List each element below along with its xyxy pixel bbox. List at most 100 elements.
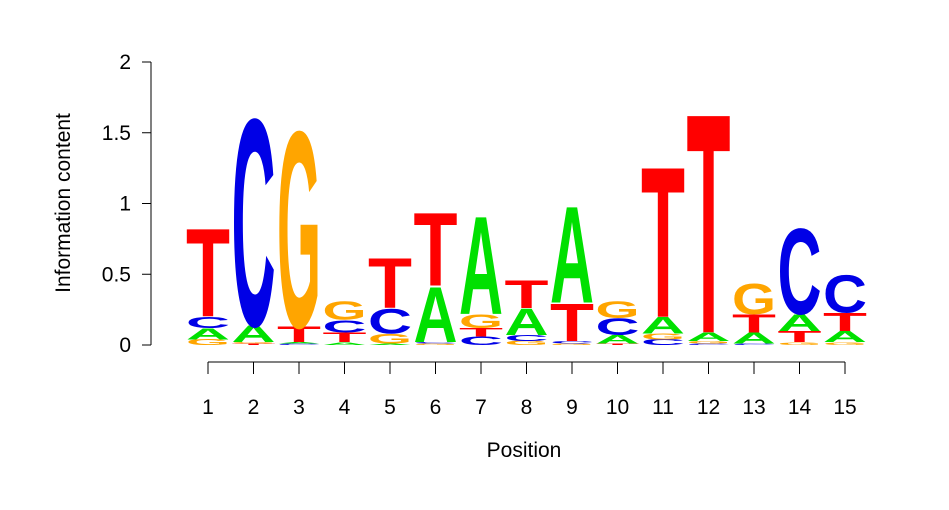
logo-letter-A: A [277, 342, 321, 344]
logo-letter-C: C [641, 338, 685, 347]
logo-letter-T: T [778, 328, 822, 346]
logo-letter-T: T [277, 323, 321, 347]
logo-letter-G: G [641, 332, 685, 341]
logo-letter-G: G [732, 274, 776, 323]
logo-letter-T: T [414, 192, 458, 309]
logo-letter-C: C [778, 202, 822, 340]
x-tick-label: 6 [430, 396, 442, 419]
logo-letter-G: G [277, 73, 321, 386]
x-axis: 1 2 3 4 5 6 7 8 9 10 11 12 13 14 15 [202, 361, 857, 419]
y-tick-label: 0.5 [102, 263, 131, 286]
logo-letter-G: G [186, 338, 230, 347]
x-axis-title: Position [487, 439, 562, 462]
logo-letter-A: A [505, 301, 549, 343]
logo-letter-A: A [232, 321, 276, 348]
y-tick-label: 0 [119, 334, 131, 357]
logo-letter-T: T [459, 326, 503, 339]
logo-letter-C: C [459, 334, 503, 347]
logo-letter-C: C [687, 343, 731, 345]
logo-letter-G: G [687, 340, 731, 344]
logo-letter-T: T [505, 273, 549, 317]
x-tick-label: 12 [697, 396, 720, 419]
logo-letter-C: C [550, 340, 594, 344]
logo-letter-A: A [459, 187, 503, 344]
y-axis-title: Information content [52, 113, 75, 293]
logo-letter-C: C [277, 343, 321, 345]
logo-letter-A: A [323, 342, 367, 346]
y-axis: 0 0.5 1 1.5 2 [102, 51, 152, 357]
logo-letter-G: G [823, 342, 867, 346]
y-tick-label: 2 [119, 51, 131, 74]
logo-letter-G: G [596, 297, 640, 323]
logo-letter-T: T [232, 343, 276, 345]
logo-letter-T: T [687, 50, 731, 400]
x-tick-label: 8 [521, 396, 533, 419]
logo-letter-T: T [596, 343, 640, 345]
logo-letter-G: G [368, 331, 412, 346]
x-tick-label: 1 [202, 396, 214, 419]
logo-letter-T: T [823, 308, 867, 337]
x-tick-label: 2 [248, 396, 260, 419]
x-tick-label: 15 [833, 396, 856, 419]
logo-letter-T: T [550, 294, 594, 353]
x-tick-label: 10 [606, 396, 629, 419]
logo-letter-A: A [368, 343, 412, 345]
logo-letter-A: A [732, 330, 776, 347]
logo-letter-G: G [323, 297, 367, 326]
logo-letter-C: C [505, 334, 549, 343]
logo-letter-A: A [641, 312, 685, 339]
x-tick-label: 11 [652, 396, 674, 419]
logo-letter-A: A [823, 328, 867, 345]
logo-letter-G: G [459, 310, 503, 332]
logo-letter-A: A [414, 270, 458, 358]
logo-letter-A: A [186, 325, 230, 342]
logo-letter-C: C [732, 343, 776, 345]
x-tick-label: 7 [475, 396, 487, 419]
logo-letter-A: A [596, 333, 640, 346]
logo-letter-T: T [732, 309, 776, 338]
logo-letter-C: C [596, 314, 640, 341]
logo-letter-C: C [823, 265, 867, 325]
y-tick-label: 1.5 [102, 122, 131, 145]
y-tick-label: 1 [119, 193, 131, 216]
logo-letter-T: T [186, 202, 230, 343]
logo-letter-T: T [368, 245, 412, 325]
logo-letter-G: G [414, 343, 458, 345]
x-tick-label: 3 [293, 396, 305, 419]
logo-letter-A: A [778, 309, 822, 336]
x-tick-label: 4 [339, 396, 351, 419]
logo-letter-T: T [641, 124, 685, 364]
x-tick-label: 9 [566, 396, 578, 419]
logo-letter-A: A [550, 177, 594, 332]
logo-letter-C: C [323, 316, 367, 336]
logo-letter-C: C [414, 342, 458, 344]
logo-letter-G: G [550, 343, 594, 345]
logo-letter-A: A [687, 330, 731, 343]
logo-letter-G: G [505, 340, 549, 347]
logo-letter-C: C [232, 58, 276, 389]
logo-letter-C: C [186, 314, 230, 331]
logo-letter-C: C [368, 302, 412, 342]
logo-letter-T: T [323, 330, 367, 345]
logo-letter-G: G [232, 342, 276, 344]
x-tick-label: 5 [384, 396, 396, 419]
x-tick-label: 13 [742, 396, 765, 419]
x-tick-label: 14 [788, 396, 812, 419]
